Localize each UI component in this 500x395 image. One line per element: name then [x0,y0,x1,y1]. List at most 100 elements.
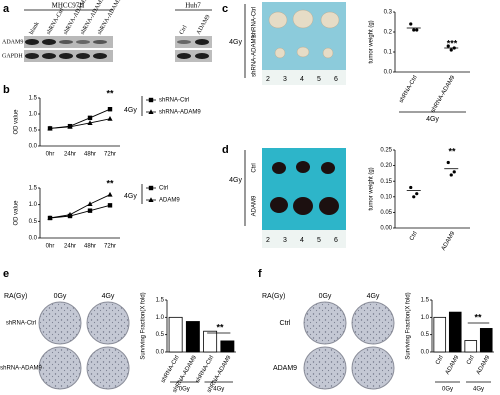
significance: ** [216,322,224,332]
bands [25,39,209,59]
row-label: shRNA-Ctrl [252,7,258,37]
y-axis-label: OD value [14,200,20,226]
y-tick-label: 1.0 [156,315,165,321]
point [412,195,416,199]
y-tick-label: 0.15 [380,179,392,185]
y-tick-label: 0.0 [156,350,165,356]
dose-label: 0Gy [319,293,332,300]
y-tick-label: 0.3 [384,10,393,16]
lane-label: ADAM9 [196,14,212,35]
x-tick-label: 24hr [64,152,76,158]
y-axis-label: tumor weight (g) [369,167,375,210]
point [409,22,413,26]
group-label: 4Gy [213,387,224,393]
western-blot: MHCC97H Huh7 blank shRNA-Ctrl shRNA-ADAM… [2,0,212,62]
y-tick-label: 0.1 [384,50,393,56]
colony-images: RA(Gy) 0Gy 4Gy Ctrl ADAM9 [262,293,395,390]
x-tick-label: 0hr [46,244,55,250]
treatment-label: 4Gy [124,107,137,114]
group-label: Huh7 [185,2,201,10]
y-tick-label: 0.5 [421,332,430,338]
group-label: MHCC97H [52,2,85,10]
row-label: GAPDH [2,53,23,59]
point [148,185,154,191]
x-tick-label: ADAM9 [445,354,461,375]
panel-label: f [258,268,262,280]
point [87,201,93,206]
point [412,28,416,32]
row-label: ADAM9 [252,195,258,216]
panel-label: d [222,144,229,156]
group-label: 4Gy [473,387,484,393]
significance: ** [106,88,114,98]
legend-label: Ctrl [159,186,168,192]
legend-label: shRNA-Ctrl [159,98,189,104]
axis-label: RA(Gy) [262,293,285,300]
ruler-label: 5 [317,76,321,83]
y-tick-label: 0.0 [421,350,430,356]
y-axis-label: Surviving Fraction(X fold) [141,292,147,359]
blot-strip [175,36,212,48]
blot-strip [175,50,212,62]
y-tick-label: 0.00 [380,226,392,232]
legend-label: ADAM9 [159,198,180,204]
colony-images: RA(Gy) 0Gy 4Gy shRNA-Ctrl shRNA-ADAM9 [0,293,130,390]
ruler-label: 4 [300,76,304,83]
y-tick-label: 0.5 [29,128,38,134]
ruler-label: 3 [283,76,287,83]
y-tick-label: 1.5 [29,186,38,192]
dose-label: 4Gy [102,293,115,300]
row-label: shRNA-Ctrl [6,321,36,327]
group-label: 0Gy [442,387,453,393]
point [446,44,450,48]
point [87,115,93,121]
ruler-label: 2 [266,76,270,83]
line [49,118,111,129]
point [87,120,93,125]
bar [203,330,218,353]
x-axis-label: 4Gy [426,116,439,123]
bar [479,328,493,353]
x-tick-label: 72hr [104,152,116,158]
significance: ** [474,312,482,322]
ruler-label: 6 [334,237,338,244]
y-tick-label: 1.0 [29,202,38,208]
row-label: Ctrl [280,320,291,327]
point [148,109,154,114]
ruler-label: 3 [283,237,287,244]
point [47,215,53,220]
row-label: ADAM9 [2,39,23,45]
line [49,108,111,129]
tumor-photo: 2 3 4 5 6 shRNA-Ctrl shRNA-ADAM9 4Gy [229,2,346,85]
point [415,28,419,32]
y-tick-label: 0.05 [380,210,392,216]
axis-label: RA(Gy) [4,293,27,300]
ruler-label: 6 [334,76,338,83]
y-tick-label: 1.5 [156,298,165,304]
treatment-label: 4Gy [124,193,137,200]
y-tick-label: 0.0 [29,144,38,150]
point [87,208,93,213]
x-tick-label: 48hr [84,152,96,158]
point [148,197,154,202]
point [415,192,419,196]
point [452,170,456,174]
y-tick-label: 1.5 [29,96,38,102]
point [148,97,154,103]
point [107,107,113,112]
y-axis-label: tumor weight (g) [369,20,375,63]
y-tick-label: 1.0 [29,112,38,118]
point [107,116,113,121]
y-tick-label: 0.0 [29,236,38,242]
x-tick-label: shRNA-Ctrl [398,75,418,104]
significance: ** [106,178,114,188]
group-label: 0Gy [179,387,190,393]
legend-label: shRNA-ADAM9 [159,110,201,116]
x-tick-label: shRNA-ADAM9 [430,74,456,114]
treatment-label: 4Gy [229,39,242,46]
y-axis-label: OD value [14,109,20,135]
x-tick-label: 24hr [64,244,76,250]
row-label: shRNA-ADAM9 [0,366,42,372]
lane-label: Ctrl [179,24,189,35]
